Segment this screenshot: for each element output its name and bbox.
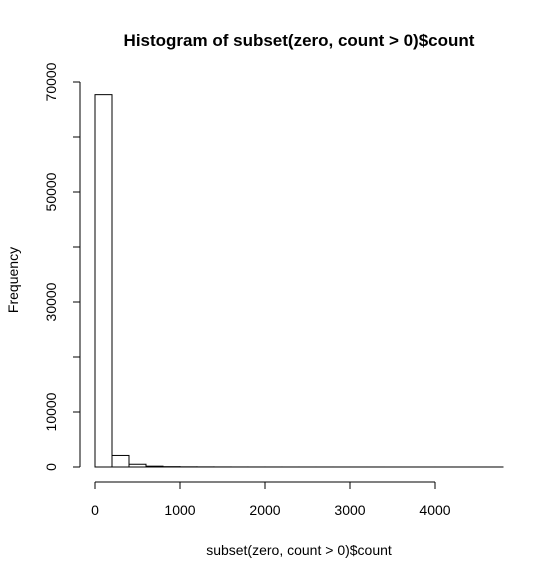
y-tick-label: 30000: [43, 282, 59, 321]
y-tick-label: 50000: [43, 172, 59, 211]
y-axis-label: Frequency: [5, 247, 21, 313]
histogram-bar: [145, 465, 164, 468]
x-tick-label: 3000: [334, 502, 365, 518]
x-tick-label: 1000: [164, 502, 195, 518]
y-axis: 0 10000 30000 50000 70000: [43, 62, 81, 471]
x-axis: 0 1000 2000 3000 4000: [91, 481, 451, 518]
histogram-bar: [111, 454, 130, 468]
x-tick-label: 0: [91, 502, 99, 518]
histogram-bar: [128, 463, 147, 468]
x-tick-label: 2000: [249, 502, 280, 518]
y-tick-label: 10000: [43, 392, 59, 431]
chart-title: Histogram of subset(zero, count > 0)$cou…: [124, 31, 475, 50]
histogram-bar: [94, 94, 113, 468]
x-tick-label: 4000: [419, 502, 450, 518]
y-tick-label: 70000: [43, 62, 59, 101]
x-axis-label: subset(zero, count > 0)$count: [206, 542, 392, 558]
y-tick-label: 0: [43, 463, 59, 471]
bars-group: [94, 94, 504, 468]
